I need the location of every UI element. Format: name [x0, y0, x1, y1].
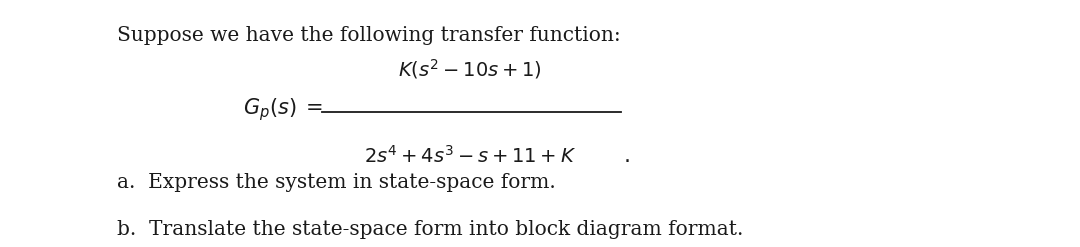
Text: a.  Express the system in state-space form.: a. Express the system in state-space for… [117, 173, 555, 192]
Text: $.$: $.$ [623, 146, 630, 165]
Text: $G_p(s)\; =$: $G_p(s)\; =$ [243, 97, 323, 123]
Text: b.  Translate the state-space form into block diagram format.: b. Translate the state-space form into b… [117, 220, 743, 239]
Text: $2s^4 + 4s^3 - s + 11 + K$: $2s^4 + 4s^3 - s + 11 + K$ [364, 145, 576, 166]
Text: $K(s^2 - 10s + 1)$: $K(s^2 - 10s + 1)$ [397, 57, 542, 81]
Text: Suppose we have the following transfer function:: Suppose we have the following transfer f… [117, 26, 620, 45]
